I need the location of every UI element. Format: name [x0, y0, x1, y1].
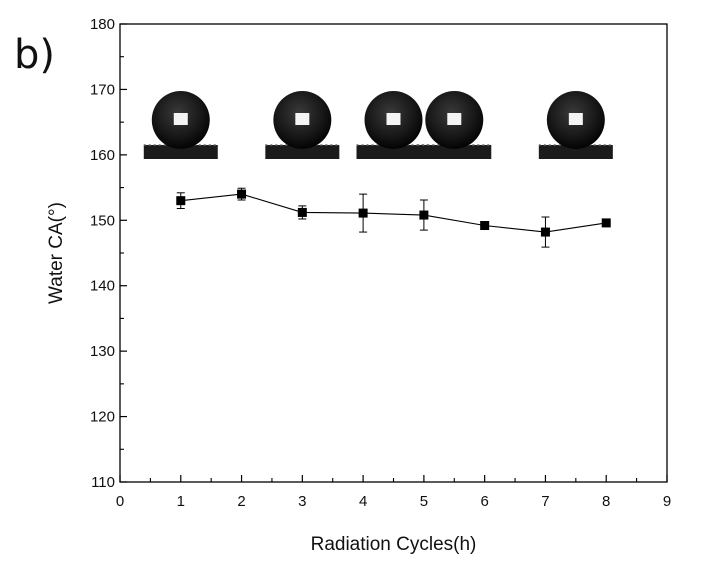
droplet-image: [143, 91, 218, 159]
y-tick-label: 140: [90, 278, 115, 295]
droplet-images: [143, 91, 613, 159]
x-tick-label: 3: [298, 493, 306, 510]
y-tick-label: 110: [91, 474, 115, 491]
data-point: [237, 189, 247, 199]
x-tick-label: 6: [480, 493, 488, 510]
axis-ticks: 0 1 2 3 4 5 6 7 8 9 110 120 130 140 150 160 170 180: [90, 16, 671, 510]
panel-label: b): [14, 32, 55, 78]
data-series: [176, 187, 611, 248]
data-point: [358, 208, 368, 218]
droplet-image: [417, 91, 492, 159]
data-point: [540, 227, 550, 237]
x-tick-label: 7: [541, 493, 549, 510]
y-tick-label: 170: [90, 81, 115, 98]
x-tick-label: 0: [116, 493, 124, 510]
x-tick-label: 8: [602, 493, 610, 510]
droplet-image: [265, 91, 340, 159]
y-tick-label: 130: [90, 343, 115, 360]
y-tick-label: 120: [90, 409, 115, 426]
x-tick-label: 2: [237, 493, 245, 510]
x-tick-label: 9: [663, 493, 671, 510]
data-point: [601, 218, 611, 228]
data-point: [297, 207, 307, 217]
x-tick-label: 4: [359, 493, 367, 510]
data-point: [480, 221, 490, 231]
x-tick-label: 5: [420, 493, 428, 510]
data-point: [176, 196, 186, 206]
y-tick-label: 180: [90, 16, 115, 33]
y-tick-label: 150: [90, 212, 115, 229]
x-tick-label: 1: [177, 493, 185, 510]
y-tick-label: 160: [90, 147, 115, 164]
x-axis-label: Radiation Cycles(h): [311, 534, 477, 555]
series-line: [180, 193, 607, 233]
data-point: [419, 210, 429, 220]
droplet-image: [538, 91, 613, 159]
y-axis-label: Water CA(°): [46, 202, 67, 304]
